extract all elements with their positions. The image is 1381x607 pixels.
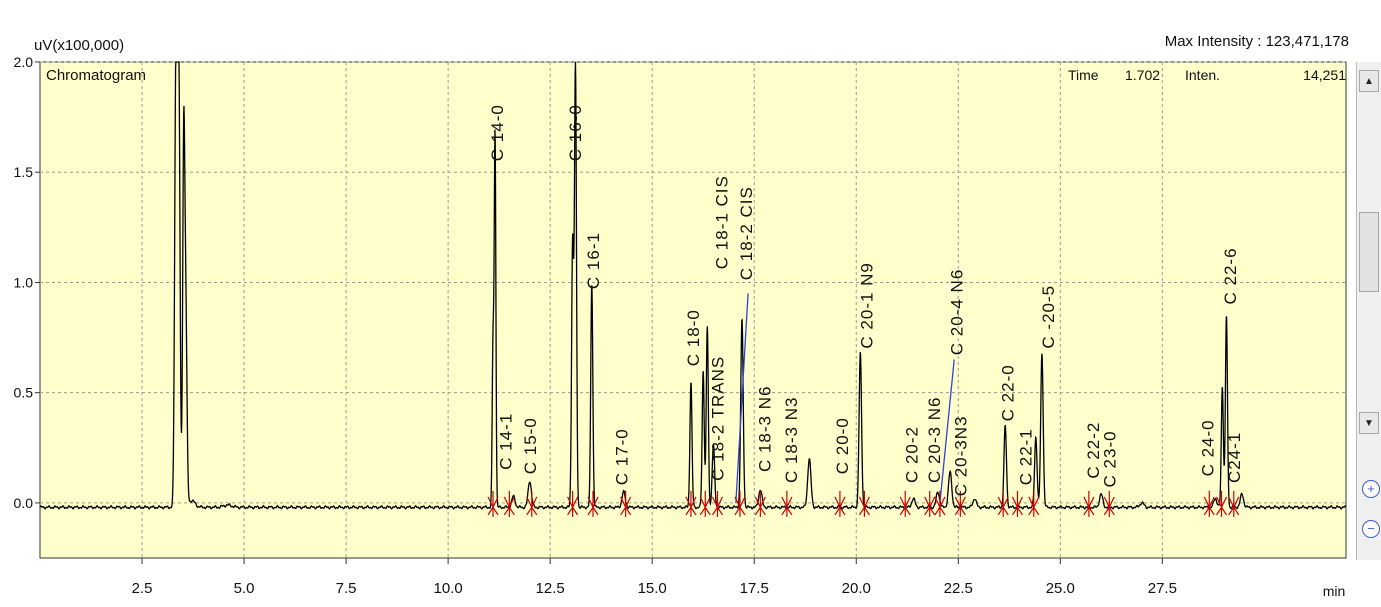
- x-tick-label: 20.0: [842, 580, 871, 597]
- integration-marker: [834, 490, 846, 517]
- inten-label: Inten.: [1185, 67, 1220, 83]
- integration-marker: [954, 490, 966, 517]
- scroll-thumb[interactable]: [1359, 212, 1379, 292]
- x-tick-label: 12.5: [536, 580, 565, 597]
- peak-label: C 20-3N3: [951, 416, 970, 497]
- x-tick-label: 17.5: [740, 580, 769, 597]
- scroll-up-button[interactable]: ▲: [1359, 70, 1379, 92]
- integration-marker: [587, 490, 599, 517]
- vertical-scrollbar[interactable]: ▲ ▼: [1356, 62, 1381, 560]
- peak-label: C 20-2: [902, 426, 921, 483]
- peak-label: C 18-3 N6: [756, 386, 775, 472]
- integration-marker: [1203, 490, 1215, 517]
- x-axis: 2.5 5.0 7.5 10.0 12.5 15.0 17.5 20.0 22.5 25.0 27.…: [132, 558, 1346, 599]
- peak-label: C 16-0: [566, 104, 585, 161]
- grid-lines: [40, 61, 1346, 558]
- integration-markers: [487, 490, 1240, 517]
- integration-marker: [924, 490, 936, 517]
- integration-marker: [487, 490, 499, 517]
- integration-marker: [620, 490, 632, 517]
- integration-marker: [934, 490, 946, 517]
- x-tick-label: 7.5: [336, 580, 357, 597]
- x-tick-label: 10.0: [434, 580, 463, 597]
- peak-label: C 20-1 N9: [858, 262, 877, 348]
- zoom-in-icon: +: [1367, 481, 1375, 496]
- x-tick-label: 25.0: [1046, 580, 1075, 597]
- x-tick-label: 27.5: [1148, 580, 1177, 597]
- chromatogram-trace: [39, 61, 1347, 510]
- integration-marker: [1011, 490, 1024, 517]
- y-tick-label: 1.5: [14, 164, 34, 180]
- x-tick-label: 5.0: [234, 580, 255, 597]
- peak-label: C 16-1: [584, 232, 603, 289]
- integration-marker: [685, 490, 697, 517]
- integration-marker: [567, 490, 579, 517]
- integration-marker: [1083, 490, 1095, 517]
- inten-value: 14,251: [1303, 67, 1346, 83]
- zoom-out-icon: −: [1367, 521, 1375, 536]
- x-tick-label: 2.5: [132, 580, 153, 597]
- zoom-in-button[interactable]: +: [1362, 480, 1380, 498]
- time-label: Time: [1068, 67, 1099, 83]
- peak-label: C 22-6: [1221, 247, 1240, 304]
- zoom-out-button[interactable]: −: [1362, 520, 1380, 538]
- peak-label: C 18-2 CIS: [737, 186, 756, 280]
- integration-marker: [1215, 490, 1228, 517]
- integration-marker: [1103, 490, 1115, 517]
- y-axis: 2.0 1.5 1.0 0.5 0.0: [14, 54, 40, 511]
- peak-label: C 18-2 TRANS: [709, 356, 728, 481]
- peak-label: C24-1: [1225, 432, 1244, 483]
- integration-marker: [781, 490, 793, 517]
- peak-label: C 20-4 N6: [947, 269, 966, 355]
- integration-group: [735, 293, 955, 503]
- peak-labels: C 14-0 C 14-1 C 15-0 C 16-0 C 16-1 C 17-0 C 18…: [488, 104, 1244, 496]
- peak-label: C 18-0: [684, 309, 703, 366]
- max-intensity-label: Max Intensity : 123,471,178: [1165, 33, 1349, 50]
- integration-marker: [526, 490, 538, 517]
- integration-marker: [899, 490, 911, 517]
- peak-label: C 20-0: [833, 417, 852, 474]
- y-tick-label: 0.5: [14, 385, 34, 401]
- peak-label: C 20-3 N6: [925, 397, 944, 483]
- integration-marker: [1228, 490, 1240, 517]
- time-value: 1.702: [1125, 67, 1160, 83]
- y-unit-label: uV(x100,000): [34, 37, 124, 54]
- integration-marker: [754, 490, 766, 517]
- scroll-down-button[interactable]: ▼: [1359, 412, 1379, 434]
- peak-label: C 24-0: [1198, 419, 1217, 476]
- y-tick-label: 1.0: [14, 274, 34, 290]
- y-tick-label: 2.0: [14, 54, 34, 70]
- peak-label: C 14-0: [488, 104, 507, 161]
- integration-segment: [939, 359, 955, 503]
- arrow-down-icon: ▼: [1364, 417, 1374, 429]
- arrow-up-icon: ▲: [1364, 75, 1374, 87]
- peak-label: C 22-2: [1084, 422, 1103, 479]
- integration-marker: [734, 490, 746, 517]
- peak-label: C 18-1 CIS: [713, 175, 732, 269]
- integration-marker: [711, 490, 724, 517]
- x-unit-label: min: [1323, 583, 1346, 599]
- chromatogram-panel-label: Chromatogram: [46, 67, 146, 84]
- integration-marker: [858, 490, 870, 517]
- peak-label: C 22-0: [998, 364, 1017, 421]
- integration-segment: [735, 293, 749, 503]
- peak-label: C 18-3 N3: [782, 397, 801, 483]
- integration-marker: [699, 490, 711, 517]
- x-tick-label: 22.5: [944, 580, 973, 597]
- integration-marker: [1028, 490, 1040, 517]
- peak-label: C -20-5: [1039, 285, 1058, 349]
- peak-label: C 23-0: [1100, 430, 1119, 487]
- y-tick-label: 0.0: [14, 495, 34, 511]
- integration-marker: [997, 490, 1009, 517]
- peak-label: C 14-1: [496, 413, 515, 470]
- integration-marker: [503, 490, 515, 517]
- peak-label: C 15-0: [521, 417, 540, 474]
- trace-group: [39, 61, 1347, 510]
- peak-label: C 22-1: [1017, 428, 1036, 485]
- x-tick-label: 15.0: [638, 580, 667, 597]
- peak-label: C 17-0: [613, 428, 632, 485]
